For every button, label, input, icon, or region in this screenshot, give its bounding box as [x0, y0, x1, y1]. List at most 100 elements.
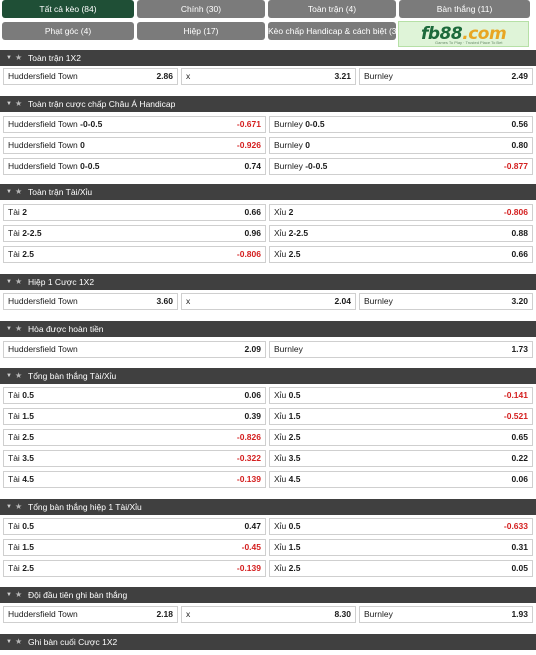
selection-label: Xỉu 1.5	[274, 409, 301, 424]
odds-cell[interactable]: Burnley 2.49	[359, 68, 533, 85]
odds-cell[interactable]: Huddersfield Town 0-0.5 0.74	[3, 158, 266, 175]
selection-label: Burnley	[364, 294, 393, 309]
odds-value: 0.65	[511, 432, 528, 442]
odds-cell[interactable]: Burnley 1.93	[359, 606, 533, 623]
caret-down-icon[interactable]: ▼	[6, 55, 12, 61]
market-header[interactable]: ▼ ★ Ghi bàn cuối Cược 1X2	[0, 634, 536, 650]
star-icon[interactable]: ★	[15, 277, 23, 286]
star-icon[interactable]: ★	[15, 53, 23, 62]
odds-value: 0.06	[244, 390, 261, 400]
market-header[interactable]: ▼ ★ Toàn trận 1X2	[0, 50, 536, 66]
odds-cell[interactable]: Xỉu 0.5 -0.141	[269, 387, 533, 404]
odds-cell[interactable]: Huddersfield Town 0 -0.926	[3, 137, 266, 154]
odds-cell[interactable]: Huddersfield Town 3.60	[3, 293, 178, 310]
caret-down-icon[interactable]: ▼	[6, 189, 12, 195]
tab-corners[interactable]: Phạt góc (4)	[2, 22, 134, 40]
caret-down-icon[interactable]: ▼	[6, 504, 12, 510]
odds-cell[interactable]: x 8.30	[181, 606, 356, 623]
brand-logo[interactable]: fb88.com Games To Play · Trusted Place T…	[398, 21, 529, 47]
caret-down-icon[interactable]: ▼	[6, 326, 12, 332]
odds-cell[interactable]: Xỉu 0.5 -0.633	[269, 518, 533, 535]
handicap-line: 2.5	[22, 563, 35, 573]
tab-handicap[interactable]: Kèo chấp Handicap & cách biệt (3)	[268, 22, 396, 40]
odds-row: Huddersfield Town 0 -0.926 Burnley 0 0.80	[0, 137, 536, 154]
odds-cell[interactable]: Tài 2 0.66	[3, 204, 266, 221]
tab-all-markets[interactable]: Tất cả kèo (84)	[2, 0, 134, 18]
caret-down-icon[interactable]: ▼	[6, 279, 12, 285]
selection-name: Burnley	[274, 140, 303, 150]
odds-cell[interactable]: Burnley 3.20	[359, 293, 533, 310]
market-header[interactable]: ▼ ★ Hiệp 1 Cược 1X2	[0, 274, 536, 290]
caret-down-icon[interactable]: ▼	[6, 639, 12, 645]
odds-cell[interactable]: Tài 2.5 -0.826	[3, 429, 266, 446]
odds-cell[interactable]: Huddersfield Town 2.09	[3, 341, 266, 358]
caret-down-icon[interactable]: ▼	[6, 101, 12, 107]
odds-cell[interactable]: Tài 3.5 -0.322	[3, 450, 266, 467]
star-icon[interactable]: ★	[15, 371, 23, 380]
odds-cell[interactable]: Tài 2-2.5 0.96	[3, 225, 266, 242]
odds-cell[interactable]: Tài 4.5 -0.139	[3, 471, 266, 488]
tab-goals[interactable]: Bàn thắng (11)	[399, 0, 530, 18]
odds-cell[interactable]: x 2.04	[181, 293, 356, 310]
odds-cell[interactable]: Tài 2.5 -0.806	[3, 246, 266, 263]
star-icon[interactable]: ★	[15, 590, 23, 599]
odds-cell[interactable]: Huddersfield Town 2.86	[3, 68, 178, 85]
star-icon[interactable]: ★	[15, 99, 23, 108]
odds-cell[interactable]: Tài 2.5 -0.139	[3, 560, 266, 577]
odds-cell[interactable]: Tài 0.5 0.47	[3, 518, 266, 535]
tab-halves[interactable]: Hiệp (17)	[137, 22, 265, 40]
odds-value: -0.671	[236, 119, 261, 129]
odds-cell[interactable]: Xỉu 2 -0.806	[269, 204, 533, 221]
market-header[interactable]: ▼ ★ Hòa được hoàn tiền	[0, 321, 536, 337]
odds-cell[interactable]: Burnley -0-0.5 -0.877	[269, 158, 533, 175]
selection-name: Tài	[8, 207, 20, 217]
tab-main[interactable]: Chính (30)	[137, 0, 265, 18]
odds-cell[interactable]: Xỉu 2.5 0.66	[269, 246, 533, 263]
tab-full-time[interactable]: Toàn trận (4)	[268, 0, 396, 18]
odds-cell[interactable]: Xỉu 1.5 -0.521	[269, 408, 533, 425]
odds-cell[interactable]: Xỉu 3.5 0.22	[269, 450, 533, 467]
handicap-line: 4.5	[22, 474, 35, 484]
odds-value: 2.18	[156, 609, 173, 619]
odds-value: 2.04	[334, 296, 351, 306]
selection-name: Burnley	[364, 609, 393, 619]
selection-label: Huddersfield Town	[8, 342, 78, 357]
star-icon[interactable]: ★	[15, 637, 23, 646]
market-header[interactable]: ▼ ★ Toàn trận cược chấp Châu Á Handicap	[0, 96, 536, 112]
caret-down-icon[interactable]: ▼	[6, 373, 12, 379]
selection-name: Xỉu	[274, 411, 287, 421]
odds-cell[interactable]: Xỉu 1.5 0.31	[269, 539, 533, 556]
odds-cell[interactable]: Burnley 1.73	[269, 341, 533, 358]
odds-cell[interactable]: Huddersfield Town 2.18	[3, 606, 178, 623]
odds-cell[interactable]: x 3.21	[181, 68, 356, 85]
odds-cell[interactable]: Burnley 0 0.80	[269, 137, 533, 154]
odds-cell[interactable]: Burnley 0-0.5 0.56	[269, 116, 533, 133]
odds-cell[interactable]: Tài 1.5 0.39	[3, 408, 266, 425]
market-title: Toàn trận 1X2	[28, 53, 81, 63]
odds-cell[interactable]: Tài 0.5 0.06	[3, 387, 266, 404]
selection-label: Xỉu 2.5	[274, 430, 301, 445]
star-icon[interactable]: ★	[15, 502, 23, 511]
selection-name: Xỉu	[274, 521, 287, 531]
market-header[interactable]: ▼ ★ Tổng bàn thắng hiệp 1 Tài/Xỉu	[0, 499, 536, 515]
odds-value: 0.88	[511, 228, 528, 238]
market-header[interactable]: ▼ ★ Tổng bàn thắng Tài/Xỉu	[0, 368, 536, 384]
market-header[interactable]: ▼ ★ Đội đầu tiên ghi bàn thắng	[0, 587, 536, 603]
odds-cell[interactable]: Xỉu 2-2.5 0.88	[269, 225, 533, 242]
selection-name: Xỉu	[274, 228, 287, 238]
market-header[interactable]: ▼ ★ Toàn trận Tài/Xỉu	[0, 184, 536, 200]
star-icon[interactable]: ★	[15, 187, 23, 196]
star-icon[interactable]: ★	[15, 324, 23, 333]
selection-label: Tài 1.5	[8, 409, 34, 424]
odds-cell[interactable]: Xỉu 2.5 0.65	[269, 429, 533, 446]
odds-value: 0.56	[511, 119, 528, 129]
caret-down-icon[interactable]: ▼	[6, 592, 12, 598]
selection-name: Huddersfield Town	[8, 344, 78, 354]
odds-cell[interactable]: Xỉu 4.5 0.06	[269, 471, 533, 488]
handicap-line: 1.5	[288, 542, 301, 552]
odds-cell[interactable]: Tài 1.5 -0.45	[3, 539, 266, 556]
odds-cell[interactable]: Huddersfield Town -0-0.5 -0.671	[3, 116, 266, 133]
odds-cell[interactable]: Xỉu 2.5 0.05	[269, 560, 533, 577]
selection-label: Huddersfield Town	[8, 607, 78, 622]
selection-label: Burnley	[364, 607, 393, 622]
